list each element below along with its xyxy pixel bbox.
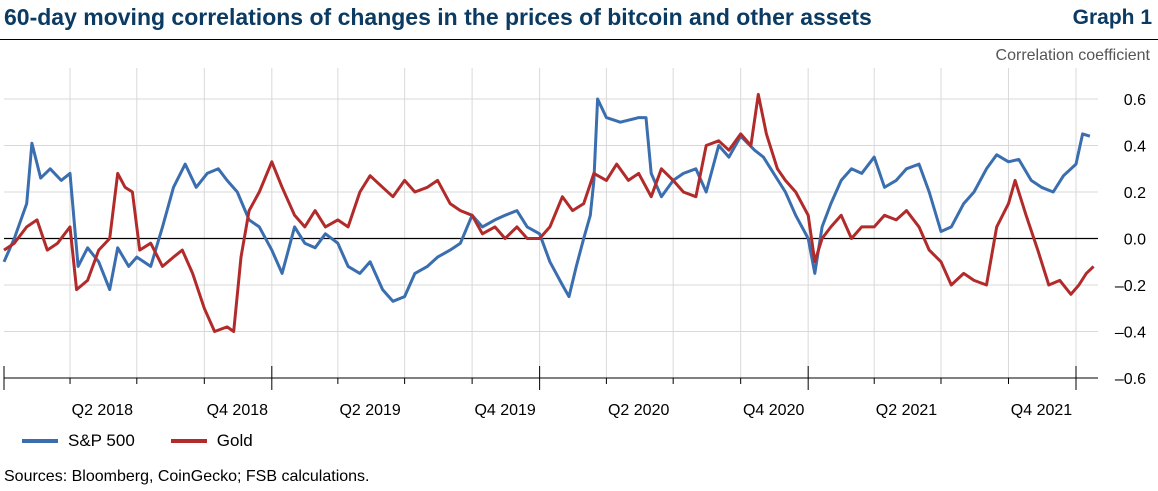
chart-title: 60-day moving correlations of changes in… bbox=[4, 4, 872, 30]
y-axis-tick-labels: 0.6 0.4 0.2 0.0 –0.2 –0.4 –0.6 bbox=[1115, 92, 1146, 388]
y-tick-label: –0.6 bbox=[1115, 371, 1146, 388]
y-tick-label: 0.4 bbox=[1124, 139, 1146, 156]
x-tick-label: Q4 2018 bbox=[207, 402, 268, 419]
y-tick-label: 0.0 bbox=[1124, 232, 1146, 249]
x-tick-label: Q4 2020 bbox=[743, 402, 804, 419]
grid-lines bbox=[4, 68, 1098, 379]
legend-item: Gold bbox=[170, 431, 253, 451]
legend-label: Gold bbox=[216, 431, 253, 450]
x-axis bbox=[3, 366, 1098, 390]
series-line-s-p-500 bbox=[2, 97, 1091, 303]
y-tick-label: –0.2 bbox=[1115, 278, 1146, 295]
legend: S&P 500 Gold bbox=[22, 431, 289, 451]
series-line-gold bbox=[3, 92, 1095, 333]
x-tick-label: Q2 2020 bbox=[608, 402, 669, 419]
title-divider bbox=[0, 39, 1158, 40]
x-tick-label: Q4 2019 bbox=[474, 402, 535, 419]
line-chart: 0.60.40.20.0–0.2–0.4–0.6 Q2 2018 Q4 2018 Q… bbox=[2, 68, 1146, 419]
legend-item: S&P 500 bbox=[22, 431, 135, 451]
x-tick-label: Q2 2021 bbox=[876, 402, 937, 419]
y-tick-label: 0.6 bbox=[1124, 92, 1146, 109]
x-tick-label: Q4 2021 bbox=[1011, 402, 1072, 419]
x-tick-label: Q2 2019 bbox=[339, 402, 400, 419]
y-axis-unit-label: Correlation coefficient bbox=[995, 47, 1150, 64]
x-axis-tick-labels: Q2 2018 Q4 2018 Q2 2019 Q4 2019 Q2 2020 Q4 20… bbox=[72, 402, 1073, 419]
legend-swatch bbox=[22, 439, 58, 443]
y-tick-label: –0.4 bbox=[1115, 325, 1146, 342]
series-lines bbox=[2, 92, 1095, 333]
graph-number-label: Graph 1 bbox=[1072, 6, 1152, 29]
legend-swatch bbox=[170, 439, 207, 443]
legend-label: S&P 500 bbox=[68, 431, 135, 450]
source-note: Sources: Bloomberg, CoinGecko; FSB calcu… bbox=[4, 468, 370, 485]
y-tick-label: 0.2 bbox=[1124, 185, 1146, 202]
x-tick-label: Q2 2018 bbox=[72, 402, 133, 419]
